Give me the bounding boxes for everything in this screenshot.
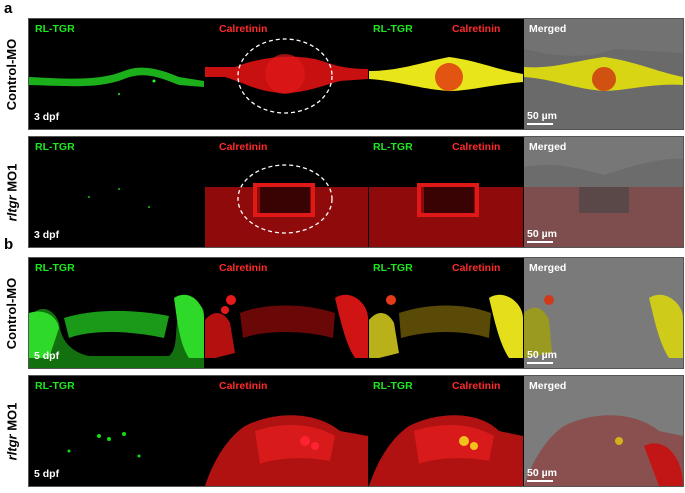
panel-label-b: b <box>4 236 14 253</box>
row-label-control-3dpf: Control-MO <box>4 38 20 110</box>
tile-green-channel: RL-TGR 3 dpf <box>29 19 204 129</box>
stage-label: 5 dpf <box>34 350 60 362</box>
image-row-control-3dpf: RL-TGR 3 dpf Calretinin RL-TGR Calretini… <box>28 18 684 130</box>
tile-green-channel: RL-TGR 5 dpf <box>29 258 204 368</box>
tile-red-channel: Calretinin <box>205 19 368 129</box>
tile-overlay-channel: RL-TGR Calretinin <box>369 376 523 486</box>
row-label-rltgr-3dpf: rltgr MO1 <box>4 163 20 221</box>
channel-label-calretinin: Calretinin <box>452 380 501 392</box>
channel-label-rltgr: RL-TGR <box>373 23 413 35</box>
tile-merged-brightfield: Merged 50 µm <box>524 137 683 247</box>
tile-merged-brightfield: Merged 50 µm <box>524 258 683 368</box>
channel-label-calretinin: Calretinin <box>219 141 268 153</box>
channel-label-merged: Merged <box>529 141 567 153</box>
channel-label-calretinin: Calretinin <box>452 262 501 274</box>
channel-label-calretinin: Calretinin <box>219 380 268 392</box>
scale-bar: 50 µm <box>527 110 571 125</box>
tile-green-channel: RL-TGR 3 dpf <box>29 137 204 247</box>
channel-label-merged: Merged <box>529 23 567 35</box>
row-label-rltgr-5dpf: rltgr MO1 <box>4 402 20 460</box>
tile-overlay-channel: RL-TGR Calretinin <box>369 137 523 247</box>
row-label-control-5dpf: Control-MO <box>4 277 20 349</box>
channel-label-merged: Merged <box>529 262 567 274</box>
scale-bar: 50 µm <box>527 467 571 482</box>
tile-overlay-channel: RL-TGR Calretinin <box>369 258 523 368</box>
channel-label-rltgr: RL-TGR <box>373 141 413 153</box>
tile-merged-brightfield: Merged 50 µm <box>524 19 683 129</box>
channel-label-rltgr: RL-TGR <box>35 23 75 35</box>
channel-label-rltgr: RL-TGR <box>35 141 75 153</box>
channel-label-rltgr: RL-TGR <box>35 262 75 274</box>
channel-label-rltgr: RL-TGR <box>373 380 413 392</box>
tile-red-channel: Calretinin <box>205 376 368 486</box>
image-row-rltgr-3dpf: RL-TGR 3 dpf Calretinin RL-TGR Calretini… <box>28 136 684 248</box>
tile-red-channel: Calretinin <box>205 258 368 368</box>
scale-bar: 50 µm <box>527 349 571 364</box>
stage-label: 3 dpf <box>34 229 60 241</box>
image-row-control-5dpf: RL-TGR 5 dpf Calretinin RL-TGR Calretini… <box>28 257 684 369</box>
scale-bar: 50 µm <box>527 228 571 243</box>
tile-red-channel: Calretinin <box>205 137 368 247</box>
channel-label-calretinin: Calretinin <box>219 23 268 35</box>
channel-label-rltgr: RL-TGR <box>373 262 413 274</box>
channel-label-calretinin: Calretinin <box>452 23 501 35</box>
channel-label-calretinin: Calretinin <box>452 141 501 153</box>
stage-label: 3 dpf <box>34 111 60 123</box>
tile-merged-brightfield: Merged 50 µm <box>524 376 683 486</box>
channel-label-rltgr: RL-TGR <box>35 380 75 392</box>
image-row-rltgr-5dpf: RL-TGR 5 dpf Calretinin RL-TGR Calretini… <box>28 375 684 487</box>
channel-label-calretinin: Calretinin <box>219 262 268 274</box>
panel-label-a: a <box>4 0 13 17</box>
channel-label-merged: Merged <box>529 380 567 392</box>
stage-label: 5 dpf <box>34 468 60 480</box>
tile-green-channel: RL-TGR 5 dpf <box>29 376 204 486</box>
tile-overlay-channel: RL-TGR Calretinin <box>369 19 523 129</box>
